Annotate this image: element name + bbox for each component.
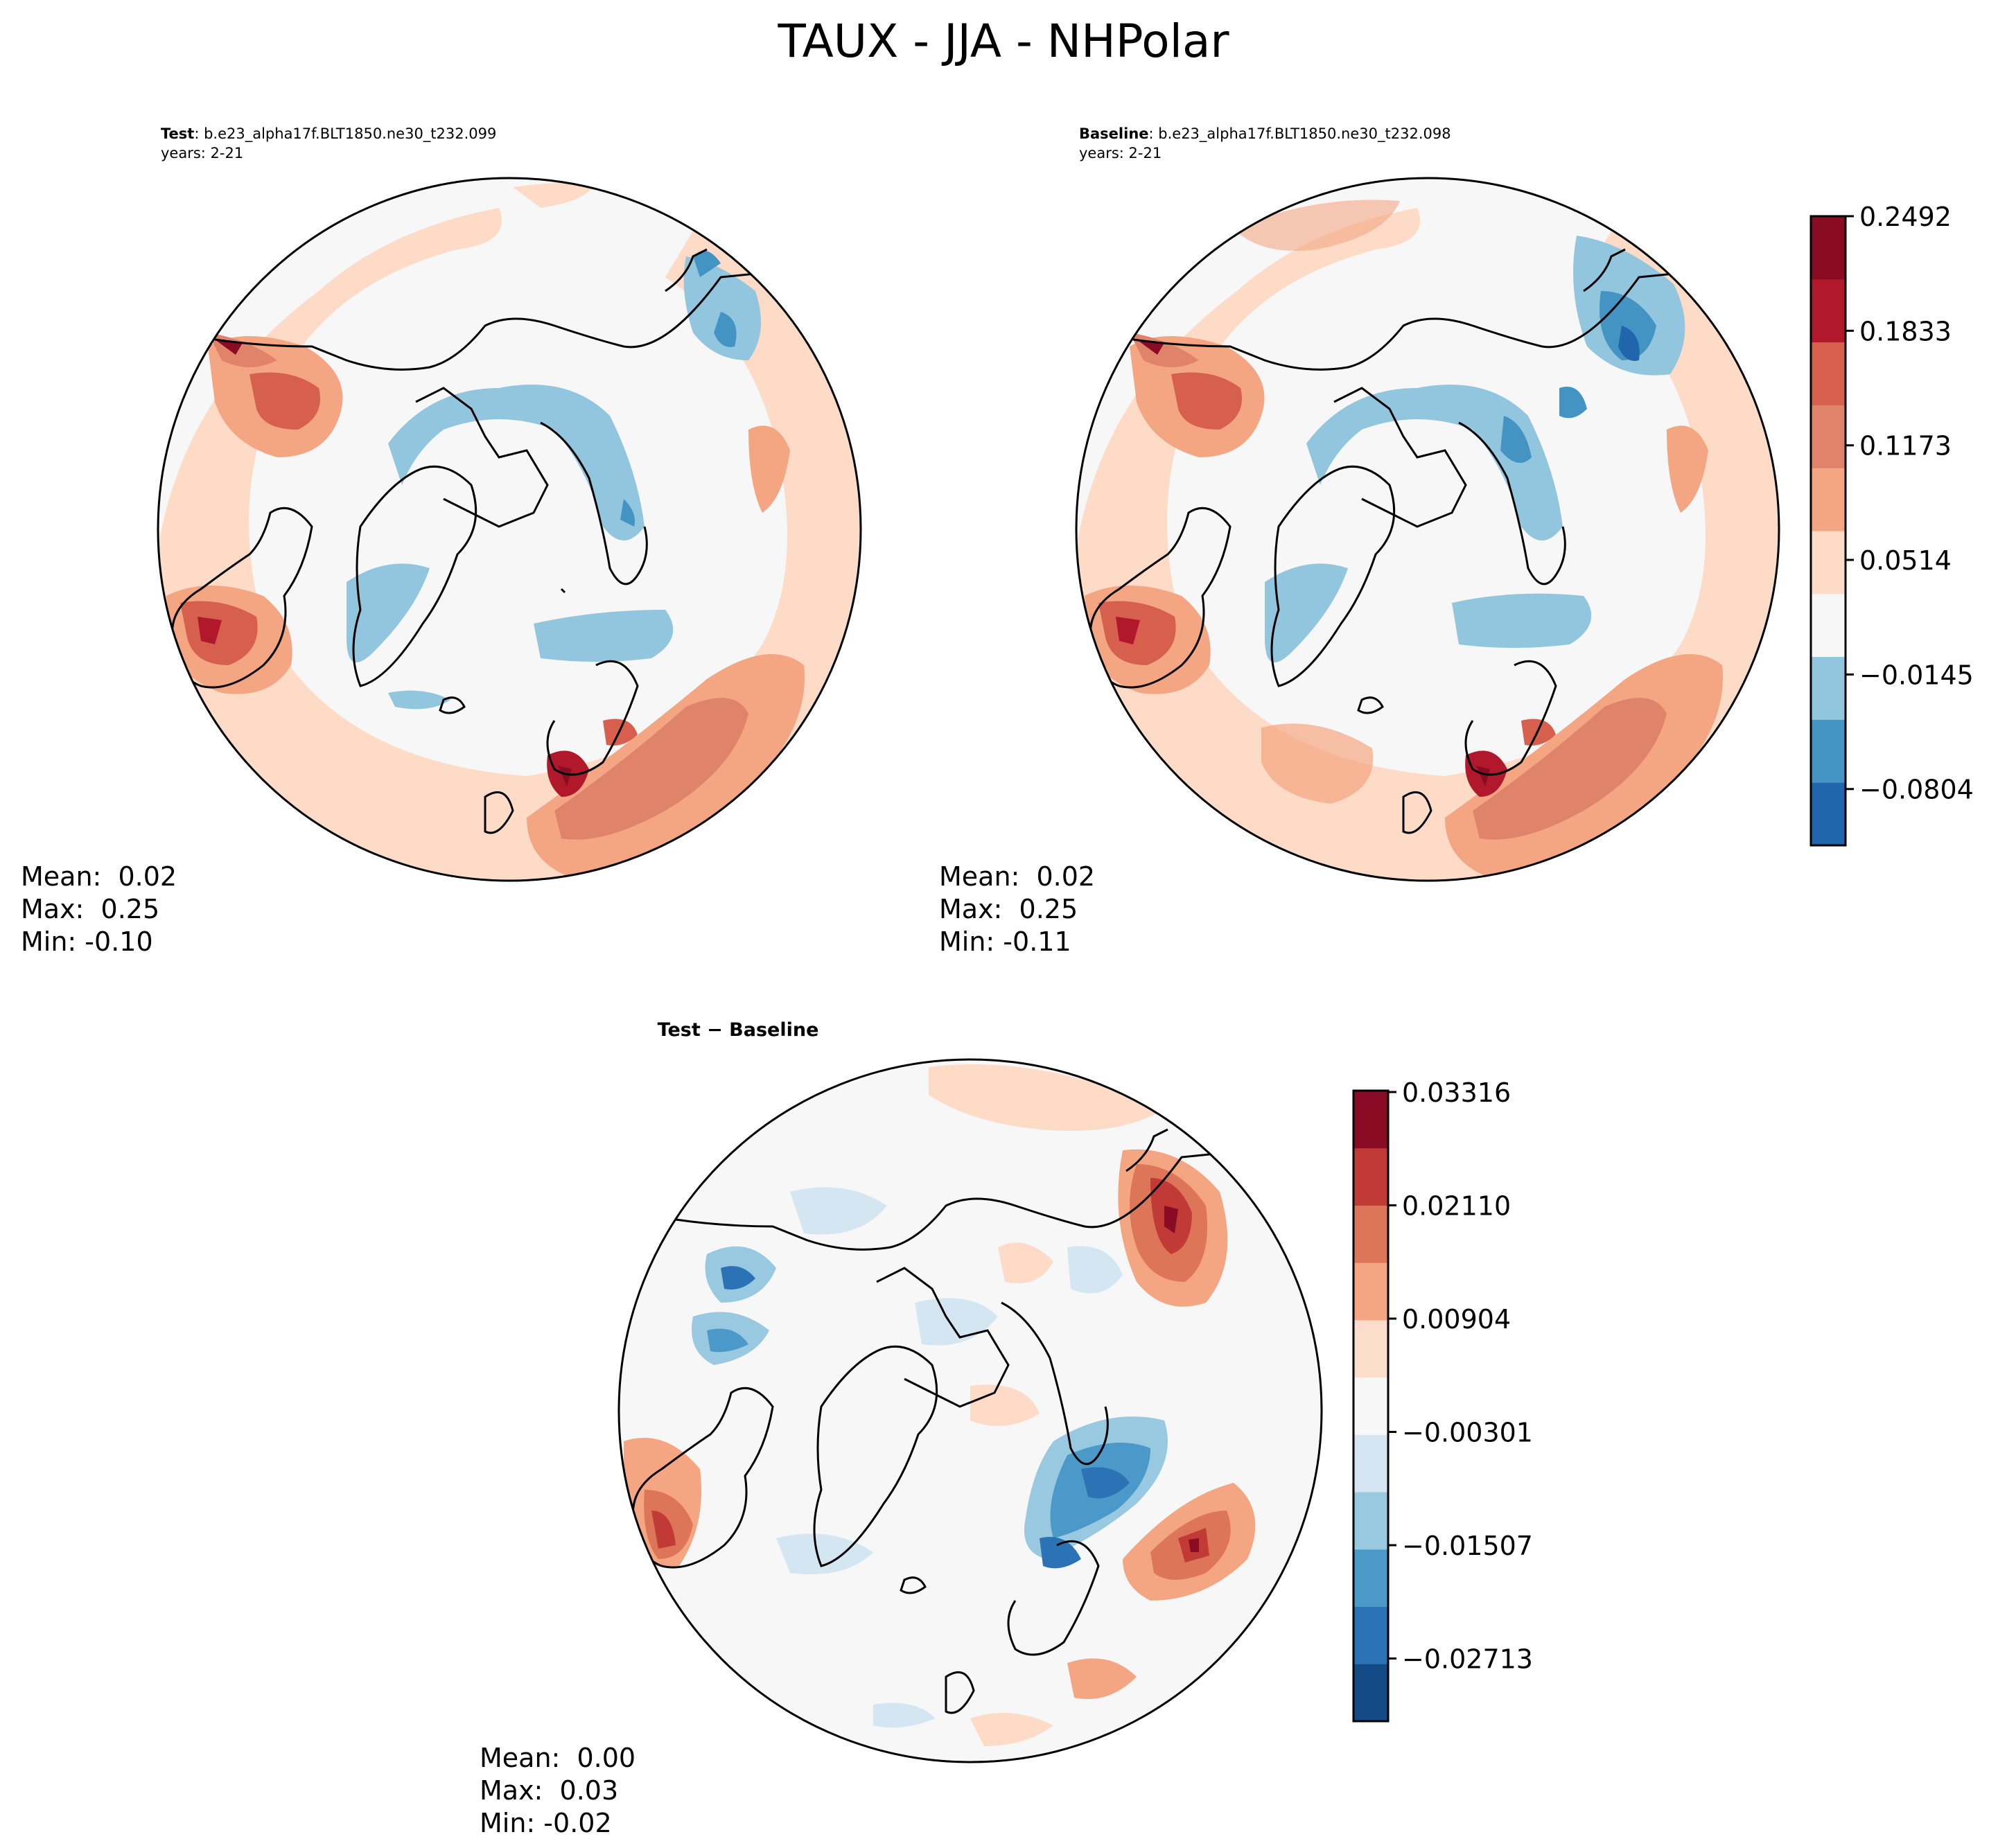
colorbar-main-segment <box>1811 405 1846 468</box>
diff-map-boundary <box>617 1058 1323 1763</box>
diff-coastlines <box>631 1128 1217 1714</box>
panel-diff: Test − Baseline <box>480 1019 1323 1838</box>
colorbar-diff-tick-label: 0.02110 <box>1402 1191 1511 1222</box>
baseline-stat-min: Min: -0.11 <box>939 926 1071 957</box>
baseline-title-rest: : b.e23_alpha17f.BLT1850.ne30_t232.098 <box>1149 125 1451 143</box>
colorbar-main-tick-label: −0.0804 <box>1859 775 1974 805</box>
diff-stat-min: Min: -0.02 <box>480 1808 612 1838</box>
colorbar-main-tick-label: 0.0514 <box>1859 545 1952 576</box>
colorbar-main-frame <box>1809 215 1847 847</box>
baseline-map-field <box>1076 178 1779 881</box>
panel-baseline: Baseline: b.e23_alpha17f.BLT1850.ne30_t2… <box>939 125 1780 957</box>
colorbar-main-tick-label: 0.1173 <box>1859 431 1952 461</box>
colorbar-main-tick-label: −0.0145 <box>1859 660 1974 690</box>
colorbar-diff-segment <box>1353 1147 1388 1206</box>
test-title-bold: Test <box>161 125 194 142</box>
colorbar-main-segment <box>1811 279 1846 343</box>
test-stat-max: Max: 0.25 <box>21 894 159 924</box>
colorbar-diff-tick-label: −0.00301 <box>1402 1418 1533 1448</box>
diff-map-field <box>619 1059 1322 1762</box>
figure-title: TAUX - JJA - NHPolar <box>777 15 1229 68</box>
diff-stat-max: Max: 0.03 <box>480 1775 618 1806</box>
diff-stat-mean: Mean: 0.00 <box>480 1743 636 1773</box>
colorbar-diff-tick-label: 0.00904 <box>1402 1304 1511 1335</box>
test-stat-mean: Mean: 0.02 <box>21 861 177 892</box>
diff-title: Test − Baseline <box>658 1019 819 1041</box>
baseline-map-boundary <box>1075 177 1780 882</box>
colorbar-main-tick-label: 0.2492 <box>1859 202 1952 232</box>
test-title: Test: b.e23_alpha17f.BLT1850.ne30_t232.0… <box>161 125 496 143</box>
baseline-title: Baseline: b.e23_alpha17f.BLT1850.ne30_t2… <box>1079 125 1451 143</box>
test-coastlines <box>170 248 756 834</box>
colorbar-diff-tick-label: 0.03316 <box>1402 1077 1511 1108</box>
colorbar-diff-tick-label: −0.02713 <box>1402 1644 1533 1675</box>
colorbar-main-segment <box>1811 216 1846 280</box>
colorbar-main-segment <box>1811 468 1846 531</box>
baseline-years: years: 2-21 <box>1079 145 1162 161</box>
test-stat-min: Min: -0.10 <box>21 926 153 957</box>
colorbar-main-segment <box>1811 342 1846 405</box>
colorbar-diff-frame <box>1352 1089 1390 1723</box>
colorbar-diff-segment <box>1353 1549 1388 1608</box>
colorbar-diff-segment <box>1353 1434 1388 1493</box>
baseline-stat-mean: Mean: 0.02 <box>939 861 1095 892</box>
colorbar-main-segment <box>1811 656 1846 720</box>
panel-test: Test: b.e23_alpha17f.BLT1850.ne30_t232.0… <box>21 125 862 957</box>
colorbar-main-segment <box>1811 531 1846 595</box>
test-years: years: 2-21 <box>161 145 243 161</box>
test-map-field <box>158 178 861 881</box>
colorbar-main-segment <box>1811 719 1846 783</box>
baseline-title-bold: Baseline <box>1079 125 1149 142</box>
colorbar-diff-segment <box>1353 1091 1388 1149</box>
baseline-coastlines <box>1089 248 1674 834</box>
test-map-boundary <box>157 177 862 882</box>
colorbar-diff-segment <box>1353 1606 1388 1664</box>
colorbar-main-tick-label: 0.1833 <box>1859 316 1952 346</box>
colorbar-diff: 0.03316 0.02110 0.00904 −0.00301 −0.01507 −0.… <box>1352 1077 1533 1723</box>
colorbar-main-segment <box>1811 782 1846 846</box>
colorbar-diff-segment <box>1353 1492 1388 1550</box>
test-title-rest: : b.e23_alpha17f.BLT1850.ne30_t232.099 <box>194 125 496 143</box>
colorbar-main-segment <box>1811 593 1846 658</box>
colorbar-diff-segment <box>1353 1319 1388 1378</box>
colorbar-diff-segment <box>1353 1664 1388 1722</box>
colorbar-diff-segment <box>1353 1262 1388 1321</box>
colorbar-diff-segment <box>1353 1205 1388 1263</box>
colorbar-main: 0.2492 0.1833 0.1173 0.0514 −0.0145 −0.0804 <box>1809 202 1974 847</box>
baseline-stat-max: Max: 0.25 <box>939 894 1078 924</box>
colorbar-diff-segment <box>1353 1377 1388 1435</box>
colorbar-diff-tick-label: −0.01507 <box>1402 1531 1533 1561</box>
